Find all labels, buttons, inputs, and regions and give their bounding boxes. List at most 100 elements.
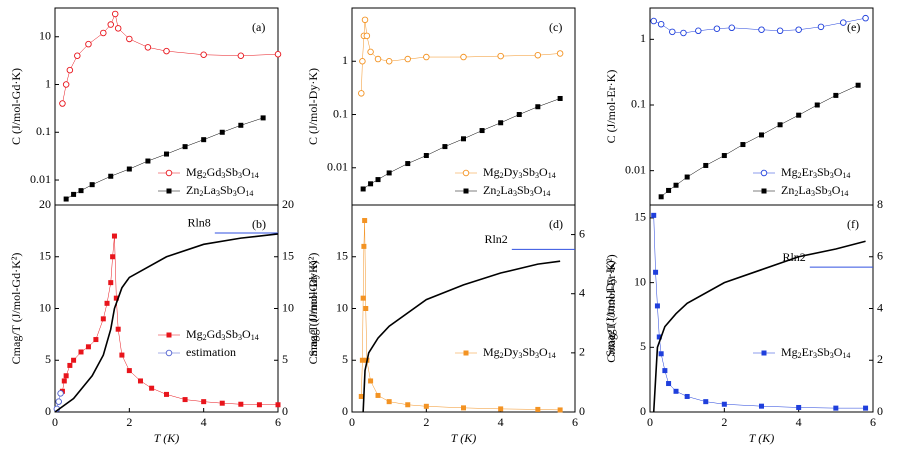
marker <box>126 35 133 43</box>
marker <box>375 177 381 183</box>
marker <box>111 10 119 18</box>
marker <box>657 20 665 28</box>
marker <box>855 82 861 88</box>
marker <box>656 334 662 340</box>
marker <box>113 295 119 301</box>
marker <box>796 404 802 410</box>
y-tick-label: 0 <box>45 404 51 418</box>
y-axis-label: C (J/mol-Gd·K) <box>9 68 23 145</box>
marker <box>164 151 169 157</box>
marker <box>66 66 74 74</box>
marker <box>200 51 207 58</box>
y-tick-label: 15 <box>336 249 348 263</box>
marker <box>368 378 374 384</box>
marker <box>115 326 121 332</box>
legend-marker <box>761 188 767 194</box>
marker <box>758 26 765 33</box>
y-tick-label: 20 <box>39 197 51 211</box>
marker <box>219 129 225 135</box>
series-line <box>66 117 264 200</box>
panel-label: (c) <box>549 20 562 34</box>
y-tick-label: 0.1 <box>36 124 51 138</box>
panel-label: (a) <box>252 20 265 34</box>
marker <box>182 397 188 403</box>
marker <box>63 196 69 202</box>
marker <box>363 306 369 311</box>
panel-label: (e) <box>847 20 860 34</box>
marker <box>164 391 169 397</box>
marker <box>85 344 91 350</box>
marker <box>237 52 245 60</box>
legend-label: Mg2Dy3Sb3O14 <box>483 165 556 180</box>
legend-label: estimation <box>186 345 236 359</box>
curve <box>362 260 561 413</box>
y2-tick-label: 6 <box>877 249 883 263</box>
marker <box>144 44 152 51</box>
y2-tick-label: 2 <box>579 345 585 359</box>
marker <box>862 14 869 22</box>
marker <box>423 153 429 159</box>
y-tick-label: 1 <box>640 31 646 45</box>
x-tick-label: 6 <box>572 415 578 429</box>
marker <box>104 300 110 306</box>
series-line <box>62 13 279 104</box>
marker <box>363 32 371 40</box>
marker <box>721 153 727 159</box>
marker <box>479 128 485 134</box>
marker <box>673 182 679 188</box>
y-tick-label: 15 <box>634 210 646 224</box>
marker <box>201 137 207 143</box>
marker <box>367 48 374 56</box>
marker <box>361 243 367 249</box>
reference-label: Rln2 <box>484 232 507 246</box>
marker <box>680 29 687 37</box>
reference-label: Rln8 <box>187 216 210 230</box>
panel-label: (f) <box>847 217 859 231</box>
y-axis-label: Cmag/T (J/mol-Er·K²) <box>604 254 618 362</box>
marker <box>62 81 70 88</box>
y2-axis-label: Smag (J/mol-Dy·K) <box>603 260 617 356</box>
y-tick-label: 1 <box>45 76 51 90</box>
marker <box>796 112 802 118</box>
marker <box>695 27 702 35</box>
marker <box>669 28 676 36</box>
marker <box>85 40 92 48</box>
marker <box>110 254 116 260</box>
marker <box>126 368 132 374</box>
marker <box>67 362 73 368</box>
marker <box>71 357 77 363</box>
y-tick-label: 10 <box>634 274 646 288</box>
marker <box>498 120 504 126</box>
marker <box>182 144 188 150</box>
y2-tick-label: 10 <box>282 300 294 314</box>
x-tick-label: 2 <box>126 415 132 429</box>
y2-tick-label: 5 <box>282 352 288 366</box>
marker <box>107 21 114 28</box>
marker <box>662 368 668 374</box>
marker <box>114 25 122 32</box>
y2-tick-label: 2 <box>877 352 883 366</box>
x-axis-label: T (K) <box>749 431 774 445</box>
panel-label: (d) <box>549 217 563 231</box>
series-line <box>653 215 866 409</box>
plot-frame <box>351 204 576 413</box>
marker <box>89 182 95 188</box>
marker <box>653 269 659 275</box>
marker <box>759 403 764 409</box>
marker <box>423 53 430 61</box>
y-tick-label: 0.01 <box>625 162 646 176</box>
legend-label: Zn2La3Sb3O14 <box>186 183 253 198</box>
legend-marker <box>463 350 469 356</box>
marker <box>817 23 825 31</box>
marker <box>650 17 657 25</box>
marker <box>497 52 504 60</box>
y2-tick-label: 0 <box>579 404 585 418</box>
legend-marker <box>761 350 767 356</box>
y2-axis-label: Smag (J/mol-Gd·K) <box>306 260 320 356</box>
marker <box>498 406 504 412</box>
marker <box>358 90 365 97</box>
y-axis-label: C (J/mol-Dy·K) <box>306 68 320 145</box>
legend-label: Zn2La3Sb3O14 <box>483 183 550 198</box>
marker <box>375 392 381 398</box>
